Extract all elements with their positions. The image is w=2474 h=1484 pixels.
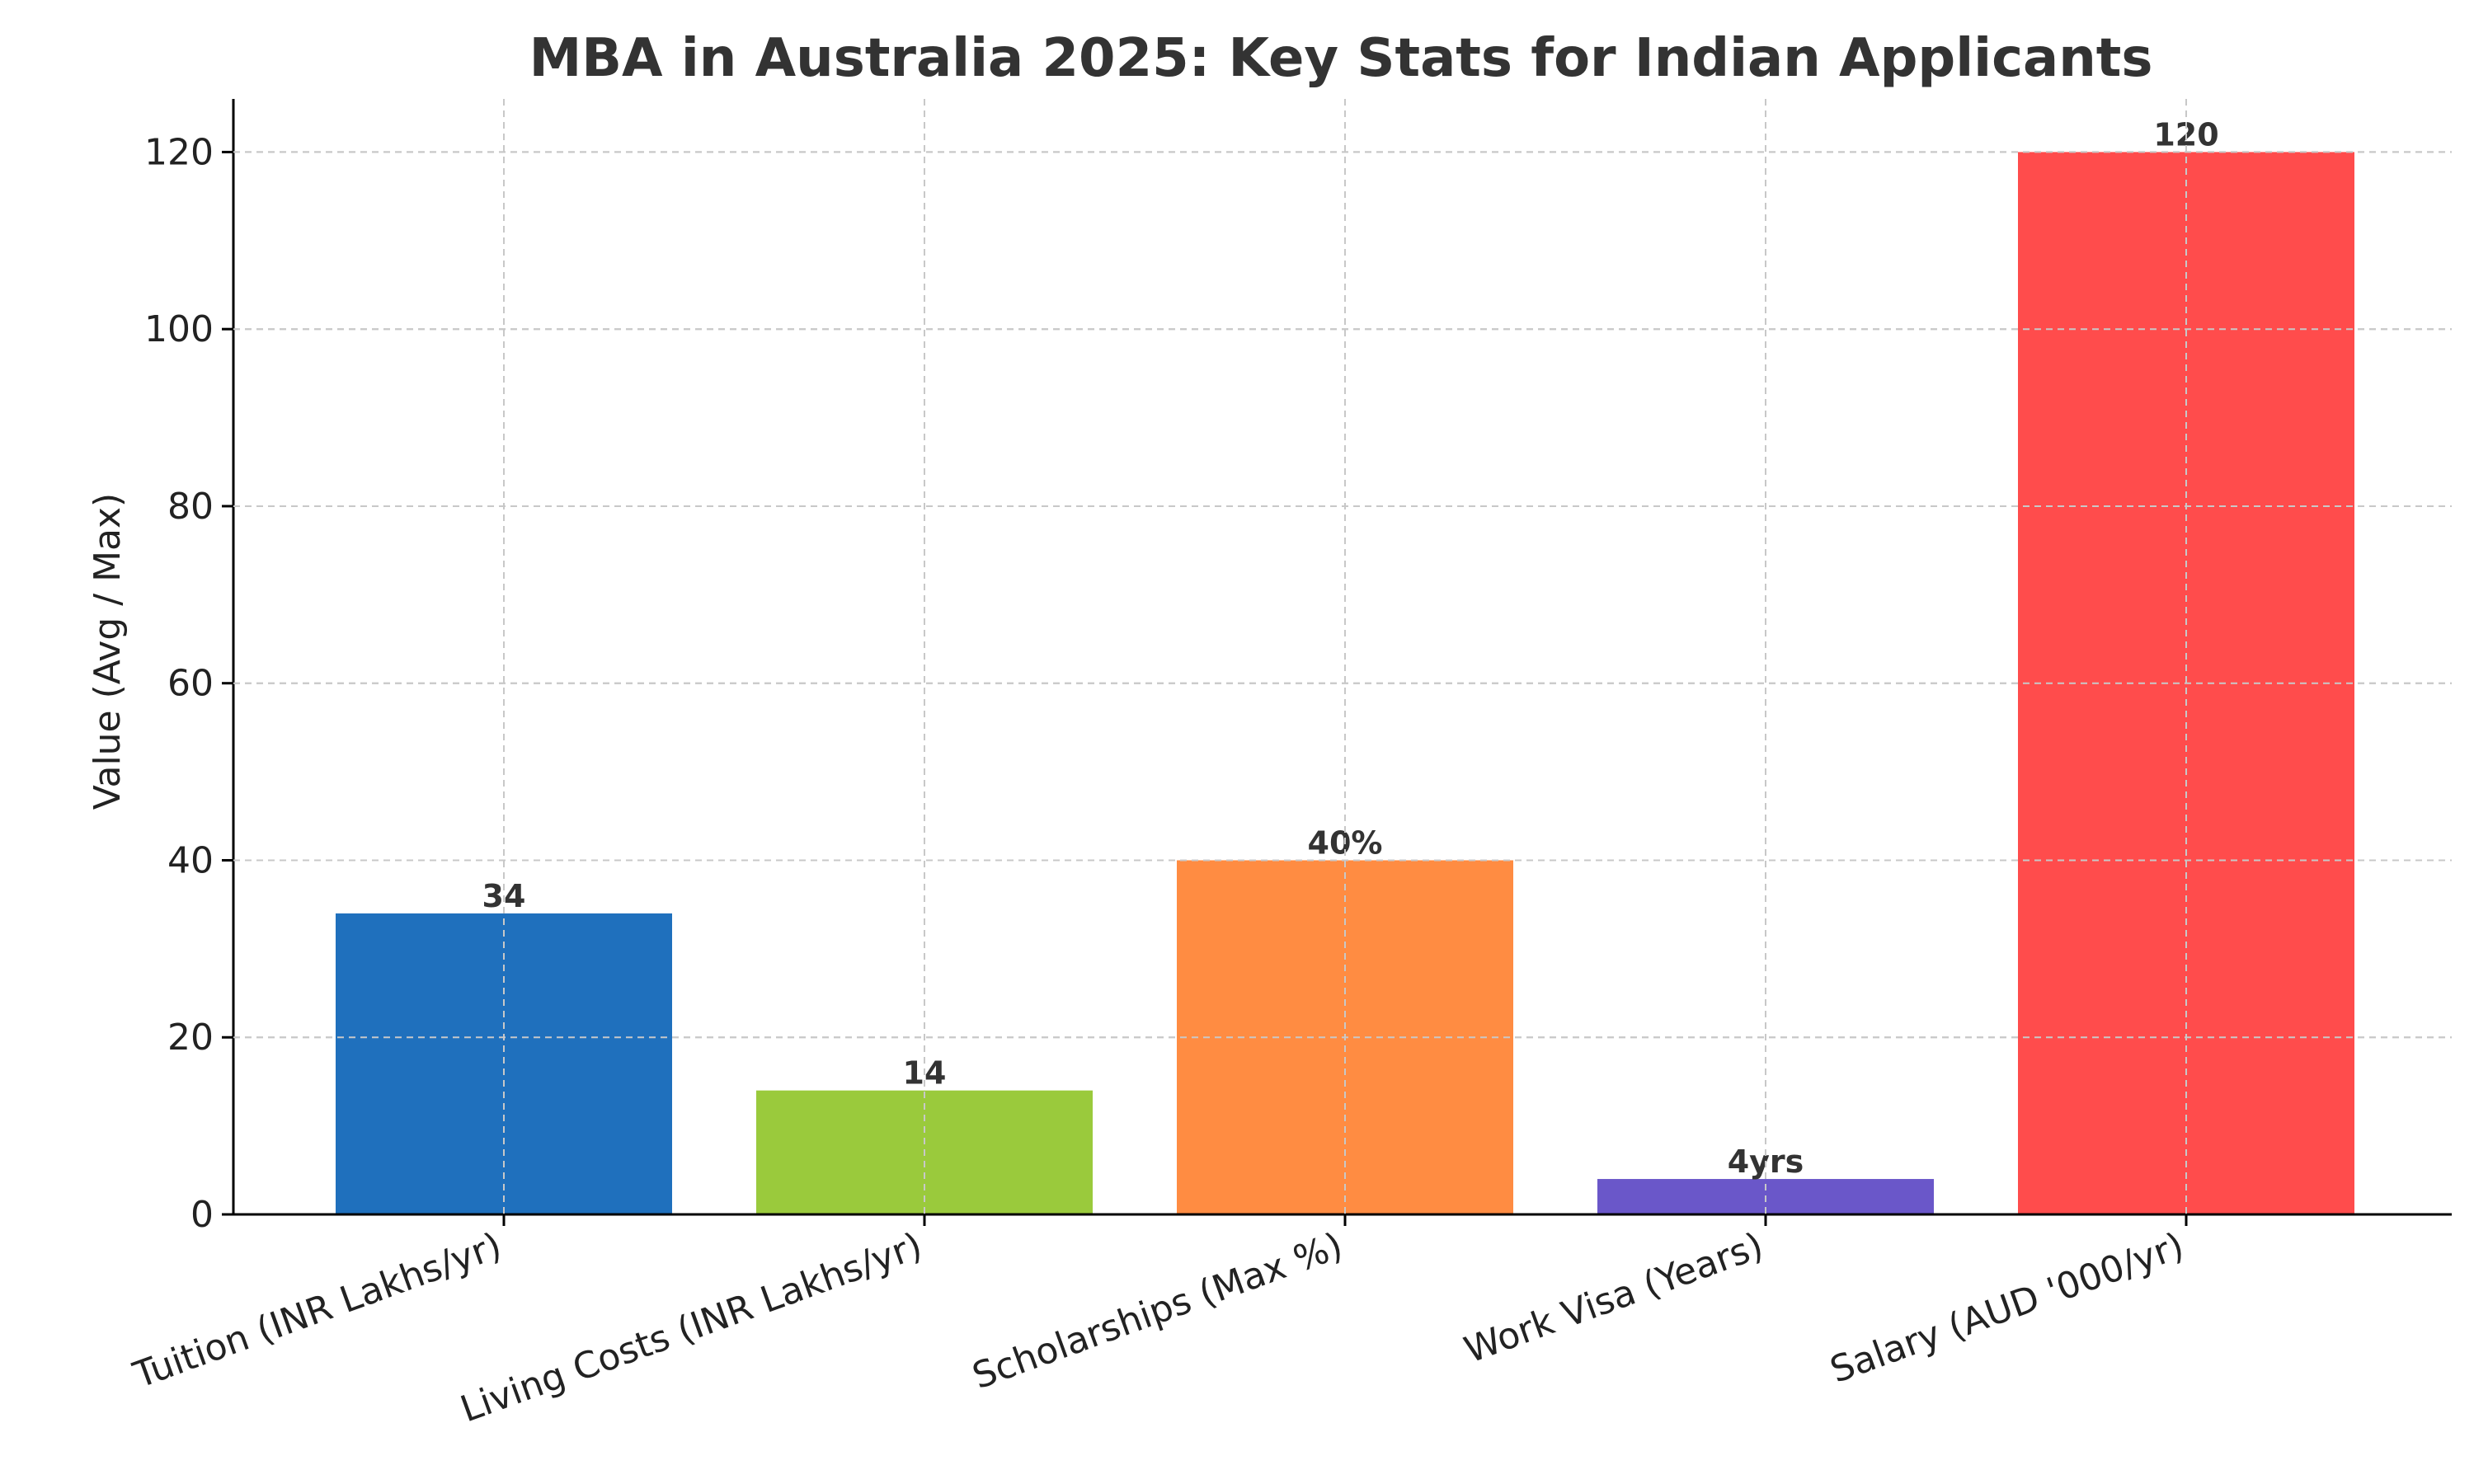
x-tick-label: Salary (AUD '000/yr) bbox=[1825, 1224, 2189, 1391]
y-tick-label: 20 bbox=[167, 1017, 214, 1059]
y-tick-label: 80 bbox=[167, 486, 214, 528]
x-tick-label: Scholarships (Max %) bbox=[967, 1224, 1348, 1397]
y-tick-label: 100 bbox=[144, 308, 214, 350]
x-tick-label: Living Costs (INR Lakhs/yr) bbox=[455, 1224, 928, 1430]
y-tick-label: 40 bbox=[167, 839, 214, 881]
x-tick-label: Work Visa (Years) bbox=[1459, 1224, 1769, 1371]
y-tick-label: 0 bbox=[190, 1194, 214, 1236]
axes bbox=[222, 99, 2452, 1226]
x-tick-label: Tuition (INR Lakhs/yr) bbox=[128, 1224, 507, 1397]
y-tick-label: 60 bbox=[167, 663, 214, 705]
y-axis-label: Value (Avg / Max) bbox=[87, 493, 129, 810]
y-tick-label: 120 bbox=[144, 131, 214, 173]
chart-title: MBA in Australia 2025: Key Stats for Ind… bbox=[529, 28, 2153, 89]
